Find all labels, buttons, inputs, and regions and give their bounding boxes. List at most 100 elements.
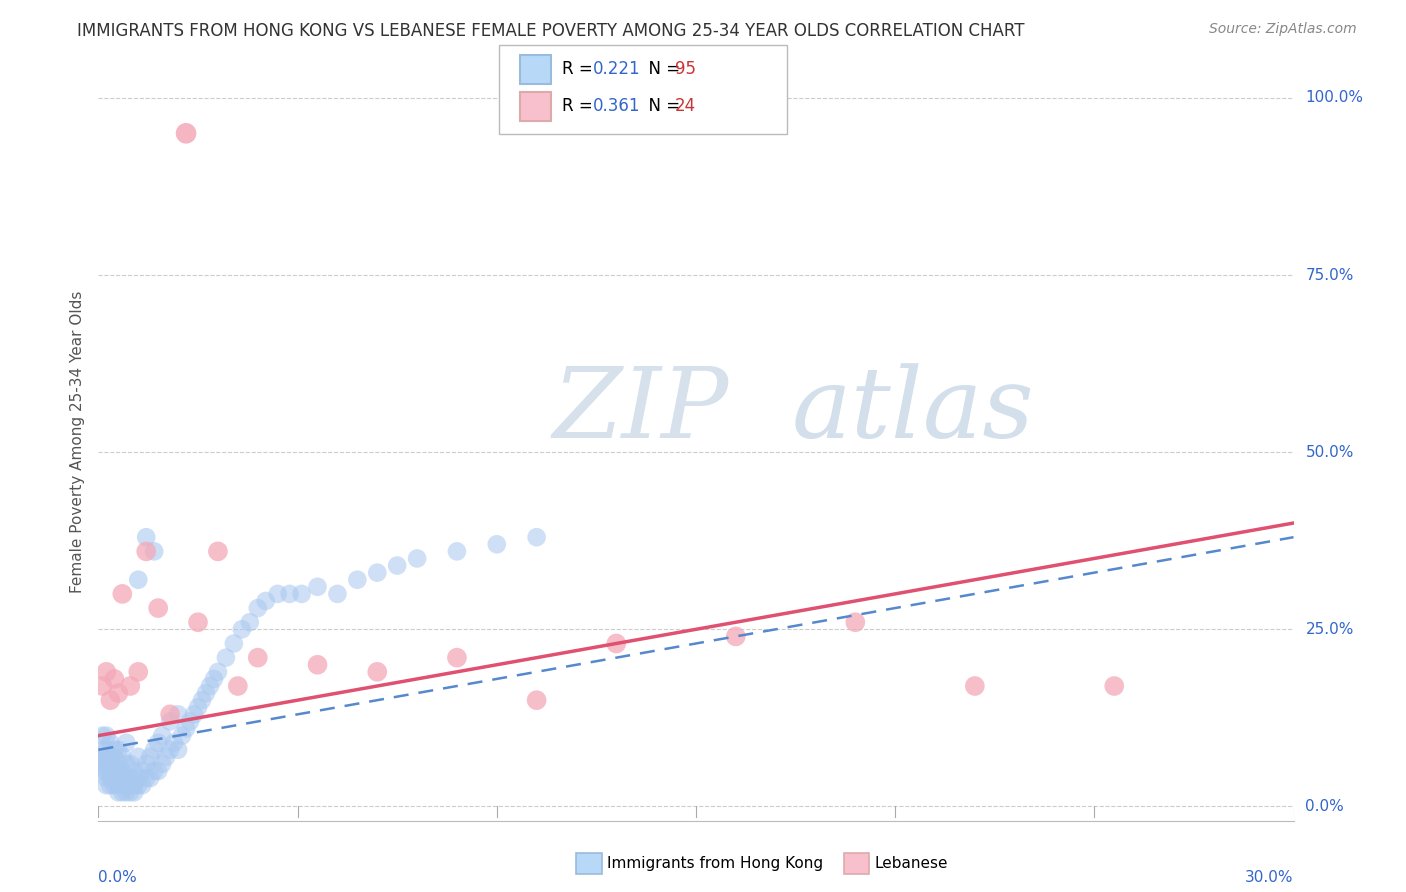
- Point: [215, 650, 238, 665]
- Point: [307, 580, 329, 594]
- Point: [191, 693, 214, 707]
- Point: [91, 729, 114, 743]
- Y-axis label: Female Poverty Among 25-34 Year Olds: Female Poverty Among 25-34 Year Olds: [69, 291, 84, 592]
- Point: [159, 707, 181, 722]
- Point: [115, 785, 138, 799]
- Point: [150, 756, 173, 771]
- Point: [366, 566, 388, 580]
- Point: [124, 785, 146, 799]
- Point: [91, 750, 114, 764]
- Point: [179, 714, 201, 729]
- Point: [167, 743, 190, 757]
- Point: [446, 650, 468, 665]
- Point: [148, 736, 170, 750]
- Text: ZIP: ZIP: [553, 364, 728, 458]
- Point: [485, 537, 508, 551]
- Point: [91, 756, 114, 771]
- Point: [111, 778, 134, 792]
- Point: [187, 615, 209, 630]
- Point: [98, 771, 122, 785]
- Point: [385, 558, 409, 573]
- Point: [163, 736, 186, 750]
- Text: 0.0%: 0.0%: [98, 870, 138, 885]
- Point: [98, 778, 122, 792]
- Point: [111, 771, 134, 785]
- Point: [103, 771, 125, 785]
- Point: [135, 771, 157, 785]
- Point: [155, 750, 177, 764]
- Point: [96, 665, 118, 679]
- Text: 24: 24: [675, 97, 696, 115]
- Point: [107, 764, 129, 778]
- Point: [226, 679, 249, 693]
- Text: Lebanese: Lebanese: [875, 856, 948, 871]
- Point: [98, 693, 122, 707]
- Point: [124, 764, 146, 778]
- Point: [124, 778, 146, 792]
- Point: [120, 771, 142, 785]
- Point: [107, 686, 129, 700]
- Point: [1104, 679, 1126, 693]
- Point: [174, 722, 197, 736]
- Point: [307, 657, 329, 672]
- Text: 0.0%: 0.0%: [1306, 799, 1344, 814]
- Point: [111, 785, 134, 799]
- Point: [120, 756, 142, 771]
- Point: [103, 764, 125, 778]
- Point: [143, 743, 166, 757]
- Point: [844, 615, 866, 630]
- Text: Source: ZipAtlas.com: Source: ZipAtlas.com: [1209, 22, 1357, 37]
- Point: [963, 679, 986, 693]
- Point: [139, 750, 162, 764]
- Point: [526, 530, 548, 544]
- Point: [143, 544, 166, 558]
- Point: [246, 650, 269, 665]
- Point: [98, 736, 122, 750]
- Point: [202, 672, 225, 686]
- Point: [724, 629, 747, 643]
- Point: [222, 636, 245, 650]
- Point: [111, 750, 134, 764]
- Text: N =: N =: [638, 61, 686, 78]
- Point: [111, 764, 134, 778]
- Text: 0.361: 0.361: [593, 97, 641, 115]
- Text: atlas: atlas: [792, 364, 1035, 458]
- Point: [167, 707, 190, 722]
- Point: [91, 743, 114, 757]
- Point: [148, 764, 170, 778]
- Point: [127, 750, 149, 764]
- Point: [159, 743, 181, 757]
- Point: [98, 764, 122, 778]
- Point: [291, 587, 314, 601]
- Point: [107, 785, 129, 799]
- Point: [96, 756, 118, 771]
- Point: [605, 636, 627, 650]
- Text: 30.0%: 30.0%: [1246, 870, 1294, 885]
- Point: [159, 714, 181, 729]
- Point: [107, 778, 129, 792]
- Point: [326, 587, 349, 601]
- Point: [107, 743, 129, 757]
- Point: [239, 615, 262, 630]
- Point: [172, 729, 194, 743]
- Text: N =: N =: [638, 97, 686, 115]
- Point: [131, 778, 153, 792]
- Point: [135, 544, 157, 558]
- Point: [446, 544, 468, 558]
- Point: [267, 587, 290, 601]
- Point: [115, 778, 138, 792]
- Point: [135, 756, 157, 771]
- Point: [111, 587, 134, 601]
- Point: [115, 736, 138, 750]
- Point: [246, 601, 269, 615]
- Point: [278, 587, 301, 601]
- Text: 25.0%: 25.0%: [1306, 622, 1354, 637]
- Point: [96, 771, 118, 785]
- Point: [207, 544, 229, 558]
- Point: [96, 778, 118, 792]
- Point: [143, 764, 166, 778]
- Text: 75.0%: 75.0%: [1306, 268, 1354, 283]
- Point: [195, 686, 218, 700]
- Point: [187, 700, 209, 714]
- Point: [150, 729, 173, 743]
